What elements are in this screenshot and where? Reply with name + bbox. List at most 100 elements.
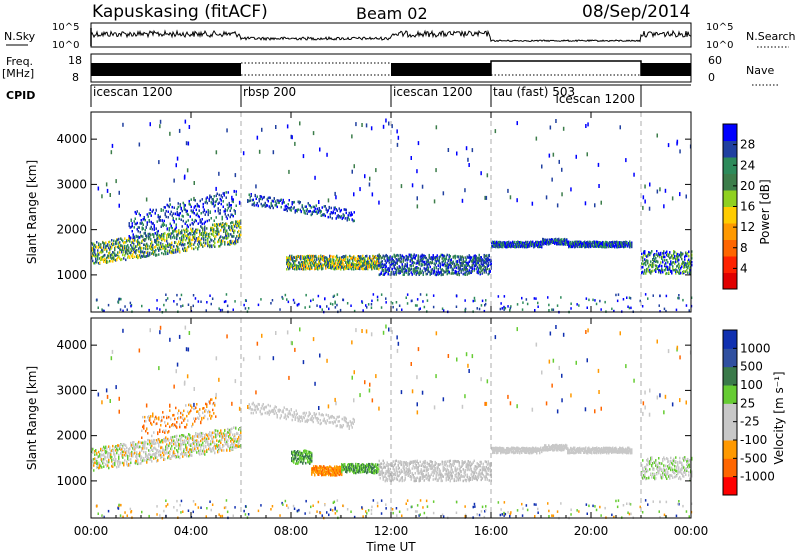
- rti-cell: [508, 245, 510, 248]
- rti-cell: [197, 204, 199, 208]
- rti-cell: [288, 267, 290, 271]
- rti-cell: [124, 247, 126, 250]
- rti-cell: [645, 260, 647, 263]
- rti-cell: [396, 259, 398, 262]
- rti-cell: [305, 267, 307, 271]
- rti-cell: [167, 252, 169, 255]
- rti-cell: [124, 443, 126, 447]
- rti-cell: [557, 240, 559, 243]
- rti-cell: [298, 302, 300, 306]
- rti-cell: [304, 255, 306, 258]
- rti-cell: [346, 265, 348, 268]
- rti-cell: [570, 245, 572, 249]
- rti-cell: [152, 233, 154, 236]
- rti-cell: [121, 238, 123, 242]
- rti-cell: [288, 207, 290, 210]
- rti-cell: [362, 257, 364, 261]
- station-title: Kapuskasing (fitACF): [92, 2, 268, 22]
- rti-cell: [149, 227, 151, 230]
- rti-cell: [190, 231, 192, 235]
- rti-cell: [129, 447, 131, 451]
- rti-cell: [100, 464, 102, 468]
- rti-cell: [540, 240, 542, 244]
- rti-cell: [647, 259, 649, 263]
- rti-cell: [342, 259, 344, 262]
- rti-cell: [644, 293, 647, 296]
- rti-cell: [149, 235, 151, 239]
- rti-cell: [529, 241, 531, 244]
- rti-cell: [306, 266, 308, 269]
- rti-cell: [679, 272, 681, 275]
- rti-cell: [556, 203, 559, 208]
- rti-cell: [128, 255, 130, 258]
- rti-cell: [476, 270, 478, 273]
- rti-cell: [118, 457, 120, 460]
- rti-cell: [102, 453, 104, 457]
- rti-cell: [194, 199, 196, 202]
- rti-cell: [192, 304, 194, 308]
- freq-label: Freq.: [6, 55, 33, 68]
- rti-cell: [237, 222, 239, 226]
- rti-cell: [158, 253, 160, 256]
- rti-cell: [165, 251, 167, 254]
- rti-cell: [91, 249, 93, 252]
- rti-cell: [142, 445, 144, 449]
- rti-cell: [556, 304, 559, 307]
- rti-cell: [101, 449, 103, 453]
- rti-cell: [214, 204, 216, 207]
- rti-cell: [305, 265, 307, 269]
- rti-cell: [130, 225, 132, 229]
- rti-cell: [165, 308, 167, 312]
- rti-cell: [201, 218, 203, 221]
- colorbar-tick-label: 28: [740, 138, 755, 152]
- rti-cell: [174, 227, 176, 231]
- rti-cell: [143, 450, 145, 454]
- rti-cell: [171, 250, 173, 253]
- rti-cell: [101, 459, 103, 463]
- rti-cell: [437, 259, 439, 263]
- rti-cell: [91, 247, 93, 250]
- rti-cell: [346, 219, 348, 222]
- rti-cell: [405, 271, 407, 274]
- rti-cell: [217, 209, 219, 213]
- rti-cell: [298, 267, 300, 270]
- rti-cell: [353, 263, 355, 266]
- rti-cell: [392, 260, 394, 264]
- rti-cell: [392, 264, 394, 267]
- rti-cell: [134, 217, 136, 220]
- rti-cell: [214, 223, 216, 226]
- rti-cell: [654, 269, 656, 272]
- rti-cell: [362, 264, 364, 267]
- rti-cell: [140, 234, 142, 238]
- rti-cell: [616, 240, 618, 244]
- rti-cell: [231, 235, 233, 238]
- rti-cell: [210, 238, 212, 241]
- rti-cell: [229, 240, 231, 243]
- rti-cell: [110, 452, 112, 455]
- rti-cell: [178, 240, 180, 243]
- rti-cell: [464, 307, 467, 311]
- rti-cell: [570, 242, 572, 245]
- rti-cell: [219, 223, 221, 226]
- rti-cell: [605, 245, 607, 249]
- rti-cell: [458, 266, 460, 270]
- rti-cell: [464, 299, 466, 302]
- rti-cell: [613, 309, 615, 313]
- rti-cell: [200, 220, 202, 224]
- rti-cell: [471, 148, 474, 153]
- rti-cell: [318, 266, 320, 270]
- rti-cell: [244, 299, 247, 302]
- rti-cell: [287, 257, 289, 260]
- rti-cell: [342, 298, 344, 301]
- rti-cell: [161, 237, 163, 240]
- rti-cell: [294, 261, 296, 265]
- rti-cell: [182, 247, 184, 251]
- rti-cell: [243, 303, 245, 307]
- rti-cell: [166, 227, 168, 230]
- rti-cell: [555, 238, 557, 242]
- rti-cell: [397, 254, 399, 257]
- rti-cell: [141, 449, 143, 452]
- rti-cell: [137, 445, 139, 448]
- rti-cell: [462, 268, 464, 271]
- rti-cell: [557, 242, 559, 246]
